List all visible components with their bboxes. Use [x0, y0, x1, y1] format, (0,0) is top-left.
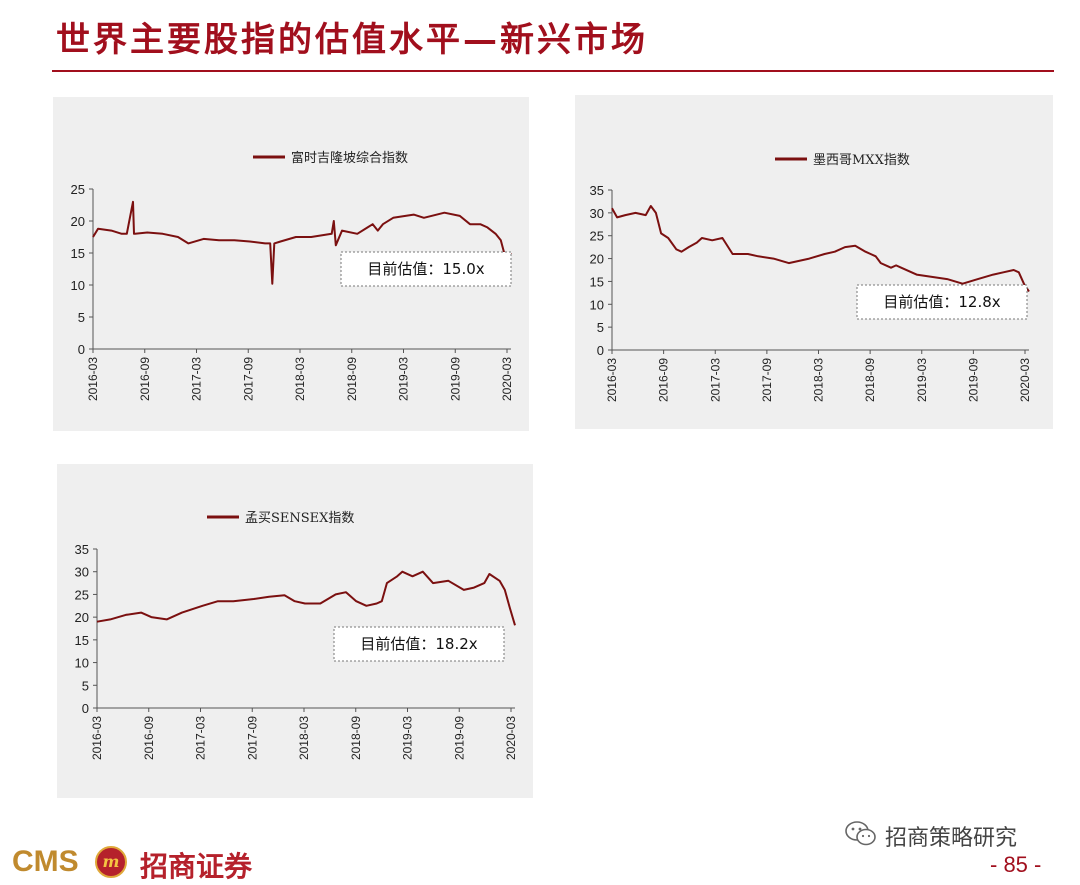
chart-panel-sensex: 0 5 10 15 20 25 30 35 2016-03 2016-09 2017-03 2017-… [57, 464, 533, 798]
x-tick-label: 2018-03 [297, 716, 311, 760]
wechat-label: 招商策略研究 [885, 826, 1018, 851]
x-tick-label: 2017-09 [245, 716, 259, 760]
wechat-icon [845, 821, 876, 846]
legend-label: 孟买SENSEX指数 [245, 511, 354, 526]
y-tick-label: 35 [75, 542, 89, 557]
y-tick-label: 0 [597, 343, 604, 358]
y-tick-label: 10 [75, 656, 89, 671]
x-tick-label: 2016-03 [605, 358, 619, 402]
y-tick-label: 5 [78, 310, 85, 325]
x-tick-label: 2017-03 [190, 357, 204, 401]
x-tick-label: 2020-03 [500, 357, 514, 401]
x-tick-label: 2017-09 [241, 357, 255, 401]
x-tick-label: 2018-09 [863, 358, 877, 402]
y-tick-label: 30 [590, 206, 604, 221]
title-divider [52, 70, 1054, 72]
x-tick-label: 2016-09 [657, 358, 671, 402]
series-line [92, 200, 512, 285]
series-line [96, 570, 516, 626]
valuation-box [340, 251, 512, 287]
legend: 孟买SENSEX指数 [207, 511, 354, 526]
wechat-account[interactable]: 招商策略研究 [845, 818, 1055, 852]
y-tick-label: 15 [71, 246, 85, 261]
x-tick-label: 2016-09 [138, 357, 152, 401]
y-tick-label: 20 [75, 610, 89, 625]
page-title: 世界主要股指的估值水平—新兴市场 [56, 20, 648, 60]
cms-logo-badge: m [95, 846, 127, 878]
x-tick-label: 2018-03 [293, 357, 307, 401]
valuation-box [333, 626, 505, 662]
x-tick-label: 2017-03 [708, 358, 722, 402]
company-name: 招商证券 [140, 850, 253, 883]
y-tick-label: 25 [75, 587, 89, 602]
y-tick-label: 0 [78, 342, 85, 357]
x-tick-label: 2019-03 [401, 716, 415, 760]
x-tick-label: 2019-03 [915, 358, 929, 402]
y-tick-label: 5 [82, 678, 89, 693]
x-tick-label: 2019-09 [448, 357, 462, 401]
y-tick-label: 35 [590, 183, 604, 198]
legend: 墨西哥MXX指数 [775, 153, 910, 168]
y-tick-label: 25 [590, 229, 604, 244]
valuation-label: 目前估值：18.2x [360, 635, 477, 653]
y-tick-label: 10 [71, 278, 85, 293]
y-tick-label: 15 [590, 274, 604, 289]
y-tick-label: 20 [590, 252, 604, 267]
x-tick-label: 2017-03 [194, 716, 208, 760]
cms-logo-badge-text: m [102, 852, 120, 871]
legend-label: 墨西哥MXX指数 [813, 153, 910, 168]
x-tick-label: 2020-03 [504, 716, 518, 760]
chart-sensex: 0 5 10 15 20 25 30 35 2016-03 2016-09 2017-03 2017-… [75, 511, 518, 760]
y-tick-label: 15 [75, 633, 89, 648]
chart-klci: 0 5 10 15 20 25 2016-03 2016-09 2017-03 2017-09 20… [71, 150, 514, 401]
series-line [611, 205, 1030, 293]
y-tick-label: 20 [71, 214, 85, 229]
chart-panel-mxx: 0 5 10 15 20 25 30 35 2016-03 2016-09 2017-03 2017-… [575, 95, 1053, 429]
x-tick-label: 2018-03 [812, 358, 826, 402]
legend: 富时吉隆坡综合指数 [253, 150, 408, 166]
y-tick-label: 0 [82, 701, 89, 716]
chart-panel-klci: 0 5 10 15 20 25 2016-03 2016-09 2017-03 2017-09 20… [53, 97, 529, 431]
y-tick-label: 25 [71, 182, 85, 197]
valuation-label: 目前估值：12.8x [883, 293, 1000, 311]
x-tick-label: 2019-09 [966, 358, 980, 402]
valuation-box [856, 284, 1028, 320]
y-tick-label: 30 [75, 565, 89, 580]
page-number: - 85 - [990, 852, 1042, 877]
chart-mxx: 0 5 10 15 20 25 30 35 2016-03 2016-09 2017-03 2017-… [590, 153, 1032, 402]
x-tick-label: 2018-09 [345, 357, 359, 401]
legend-label: 富时吉隆坡综合指数 [291, 150, 408, 166]
x-tick-label: 2019-03 [397, 357, 411, 401]
x-tick-label: 2020-03 [1018, 358, 1032, 402]
x-tick-label: 2017-09 [760, 358, 774, 402]
x-tick-label: 2019-09 [452, 716, 466, 760]
x-tick-label: 2018-09 [349, 716, 363, 760]
x-tick-label: 2016-09 [142, 716, 156, 760]
cms-logo-text: CMS [12, 845, 79, 878]
y-tick-label: 10 [590, 297, 604, 312]
x-tick-label: 2016-03 [90, 716, 104, 760]
y-tick-label: 5 [597, 320, 604, 335]
x-tick-label: 2016-03 [86, 357, 100, 401]
valuation-label: 目前估值：15.0x [367, 260, 484, 278]
